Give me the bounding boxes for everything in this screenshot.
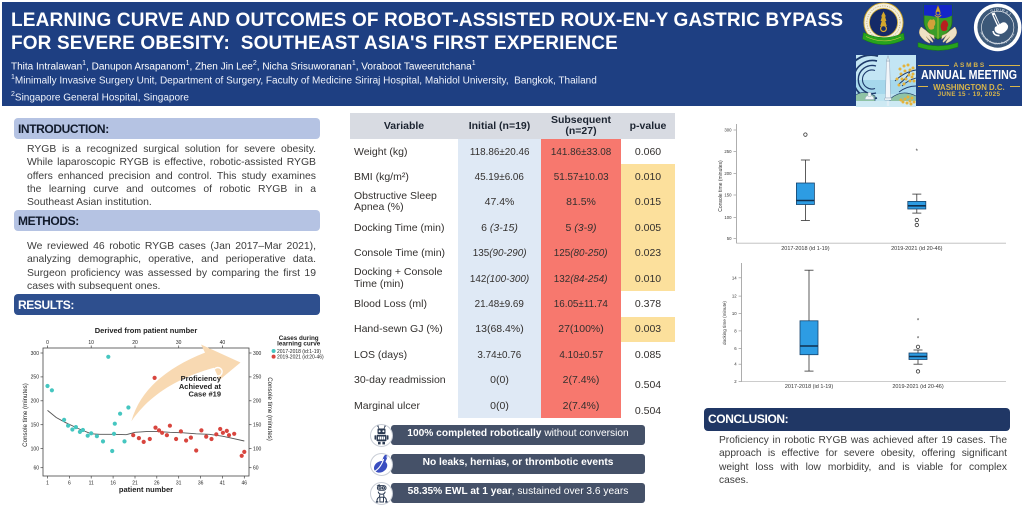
svg-text:*: * [917, 319, 920, 325]
svg-text:60: 60 [253, 466, 259, 472]
svg-text:10: 10 [732, 311, 737, 316]
svg-text:patient number: patient number [119, 485, 173, 494]
svg-text:16: 16 [110, 481, 116, 487]
svg-text:Console time (minutes): Console time (minutes) [266, 377, 273, 441]
svg-text:0: 0 [46, 340, 49, 346]
svg-text:26: 26 [154, 481, 160, 487]
svg-text:*: * [917, 337, 920, 343]
svg-text:2019-2021 (id:20-46): 2019-2021 (id:20-46) [277, 355, 324, 361]
svg-text:21: 21 [132, 481, 138, 487]
svg-text:300: 300 [724, 128, 732, 133]
svg-text:2017-2018 (id 1-19): 2017-2018 (id 1-19) [781, 246, 829, 252]
svg-text:20: 20 [132, 340, 138, 346]
svg-text:Case #19: Case #19 [188, 390, 221, 399]
svg-text:SIRIRAJ: SIRIRAJ [990, 7, 1013, 17]
svg-text:100: 100 [253, 446, 262, 452]
svg-text:8: 8 [734, 328, 737, 333]
svg-text:250: 250 [31, 375, 40, 381]
svg-text:10: 10 [88, 340, 94, 346]
svg-text:31: 31 [176, 481, 182, 487]
svg-text:2019-2021 (id 20-46): 2019-2021 (id 20-46) [892, 384, 944, 390]
svg-text:2: 2 [734, 379, 737, 384]
svg-text:12: 12 [732, 294, 737, 299]
svg-text:200: 200 [253, 399, 262, 405]
svg-text:2017-2018 (id 1-19): 2017-2018 (id 1-19) [785, 384, 833, 390]
svg-text:250: 250 [253, 375, 262, 381]
svg-text:200: 200 [31, 399, 40, 405]
svg-text:200: 200 [724, 171, 732, 176]
svg-text:150: 150 [724, 193, 732, 198]
svg-text:6: 6 [734, 346, 737, 351]
svg-text:2017-2018 (id:1-19): 2017-2018 (id:1-19) [277, 349, 321, 355]
svg-text:11: 11 [89, 481, 94, 487]
svg-text:2019-2021 (id 20-46): 2019-2021 (id 20-46) [891, 246, 943, 252]
svg-text:1: 1 [46, 481, 49, 487]
svg-text:6: 6 [68, 481, 71, 487]
svg-text:40: 40 [220, 340, 226, 346]
svg-text:150: 150 [31, 423, 40, 429]
svg-text:46: 46 [242, 481, 248, 487]
svg-text:Proficiency: Proficiency [181, 374, 222, 383]
svg-text:docking time (minute): docking time (minute) [722, 301, 727, 345]
svg-text:300: 300 [31, 351, 40, 357]
svg-text:Cases during: Cases during [279, 335, 319, 342]
svg-text:Console time (minutes): Console time (minutes) [22, 383, 29, 447]
svg-text:250: 250 [724, 149, 732, 154]
svg-text:Console time (minutes): Console time (minutes) [718, 160, 724, 212]
svg-text:14: 14 [732, 275, 737, 280]
svg-text:100: 100 [31, 446, 40, 452]
svg-text:41: 41 [220, 481, 226, 487]
svg-text:Achieved at: Achieved at [179, 382, 222, 391]
svg-text:150: 150 [253, 423, 262, 429]
svg-text:100: 100 [724, 215, 732, 220]
svg-text:36: 36 [198, 481, 204, 487]
svg-text:30: 30 [176, 340, 182, 346]
svg-text:300: 300 [253, 351, 262, 357]
svg-text:50: 50 [727, 236, 732, 241]
svg-text:Derived from patient number: Derived from patient number [95, 326, 198, 335]
svg-text:*: * [916, 149, 919, 155]
svg-text:60: 60 [33, 466, 39, 472]
svg-text:learning curve: learning curve [277, 341, 321, 348]
svg-text:4: 4 [734, 362, 737, 367]
